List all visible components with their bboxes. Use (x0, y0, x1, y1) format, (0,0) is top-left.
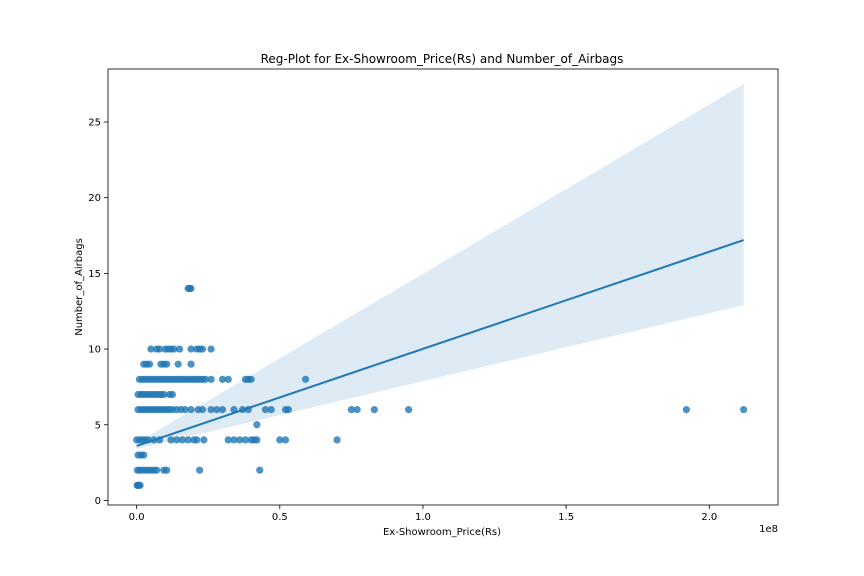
scatter-point (405, 406, 413, 414)
scatter-point (241, 436, 250, 444)
scatter-point (187, 406, 195, 414)
x-axis-offset-label: 1e8 (759, 524, 778, 535)
y-tick-label: 10 (88, 345, 101, 356)
chart-title: Reg-Plot for Ex-Showroom_Price(Rs) and N… (261, 52, 624, 66)
scatter-point (174, 360, 182, 368)
scatter-point (136, 481, 144, 489)
confidence-band-layer (136, 84, 744, 449)
scatter-point (181, 406, 189, 414)
x-tick-label: 1.5 (558, 512, 574, 523)
scatter-point (207, 406, 215, 414)
scatter-point (201, 375, 209, 383)
scatter-point (253, 436, 261, 444)
scatter-point (353, 406, 361, 414)
scatter-point (347, 406, 355, 414)
scatter-point (163, 360, 171, 368)
scatter-point (167, 436, 175, 444)
scatter-point (256, 466, 264, 474)
scatter-point (218, 375, 227, 383)
scatter-point (198, 406, 207, 414)
scatter-point (207, 375, 215, 383)
scatter-point (247, 375, 255, 383)
y-tick-label: 20 (88, 193, 101, 204)
scatter-point (170, 345, 178, 353)
scatter-point (173, 436, 181, 444)
y-tick-label: 25 (88, 117, 101, 128)
scatter-point (224, 375, 232, 383)
scatter-point (175, 345, 184, 353)
scatter-point (370, 406, 378, 414)
y-tick-label: 0 (95, 496, 101, 507)
scatter-point (276, 436, 284, 444)
scatter-point (740, 406, 748, 414)
scatter-point (230, 436, 238, 444)
scatter-point (145, 360, 154, 368)
scatter-point (187, 360, 195, 368)
scatter-point (155, 345, 164, 353)
scatter-point (253, 421, 261, 429)
scatter-point (218, 406, 227, 414)
scatter-point (160, 390, 168, 399)
scatter-point (261, 406, 270, 414)
x-tick-label: 2.0 (701, 512, 717, 523)
scatter-point (224, 436, 232, 444)
scatter-point (187, 284, 195, 293)
scatter-point (140, 451, 148, 459)
scatter-point (163, 466, 171, 474)
x-tick-label: 0.5 (272, 512, 288, 523)
scatter-point (147, 345, 155, 353)
scatter-point (178, 436, 187, 444)
scatter-point (213, 406, 221, 414)
scatter-point (198, 345, 207, 353)
regression-line (136, 239, 744, 447)
scatter-points-layer (133, 284, 748, 489)
scatter-point (281, 436, 290, 444)
x-axis-label: Ex-Showroom_Price(Rs) (383, 527, 501, 538)
y-axis-ticks: 0 5 10 15 20 25 (88, 117, 108, 507)
x-axis-ticks: 0.0 0.5 1.0 1.5 2.0 (129, 505, 717, 523)
scatter-point (284, 406, 292, 414)
scatter-point (168, 390, 177, 399)
y-tick-label: 15 (88, 269, 101, 280)
scatter-point (184, 436, 192, 444)
scatter-point (301, 375, 310, 383)
scatter-point (682, 406, 690, 414)
scatter-point (187, 345, 195, 353)
axes-frame (107, 68, 779, 506)
scatter-point (193, 436, 201, 444)
y-axis-label: Number_of_Airbags (74, 238, 85, 336)
scatter-point (207, 345, 215, 353)
scatter-point (153, 466, 161, 474)
y-tick-label: 5 (95, 420, 101, 431)
x-tick-label: 1.0 (415, 512, 431, 523)
scatter-point (200, 436, 208, 444)
confidence-band (136, 84, 744, 449)
x-tick-label: 0.0 (129, 512, 145, 523)
regression-line-layer (136, 239, 744, 447)
scatter-point (333, 436, 341, 444)
scatter-point (196, 466, 204, 474)
scatter-point (236, 436, 244, 444)
scatter-point (267, 406, 275, 414)
